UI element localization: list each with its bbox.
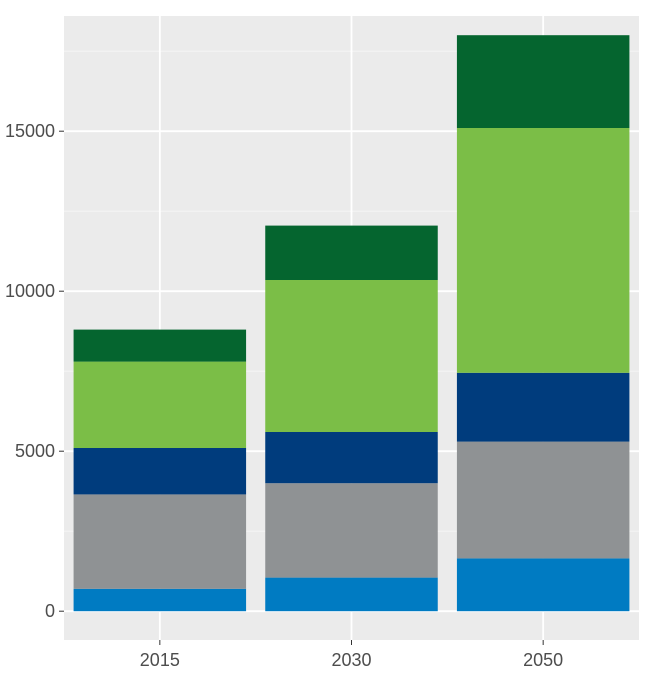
bar-segment-2-2015	[73, 494, 247, 589]
y-axis: 0 5000 10000 15000	[5, 121, 64, 621]
bar-segment-3-2015	[73, 448, 247, 495]
bar-segment-2-2030	[265, 483, 438, 578]
bar-segment-5-2015	[73, 329, 247, 362]
bars	[73, 35, 630, 612]
bar-segment-1-2050	[456, 558, 630, 612]
bar-segment-4-2015	[73, 361, 247, 448]
bar-segment-1-2030	[265, 577, 438, 612]
bar-segment-2-2050	[456, 441, 630, 559]
bar-segment-4-2050	[456, 128, 630, 373]
bar-segment-4-2030	[265, 280, 438, 432]
bar-segment-1-2015	[73, 588, 247, 612]
bar-segment-3-2050	[456, 372, 630, 442]
y-tick-label: 10000	[5, 281, 55, 301]
y-tick-label: 15000	[5, 121, 55, 141]
bar-segment-3-2030	[265, 432, 438, 484]
x-tick-label: 2050	[523, 650, 563, 670]
x-axis: 2015 2030 2050	[140, 640, 563, 670]
x-tick-label: 2030	[331, 650, 371, 670]
bar-segment-5-2030	[265, 225, 438, 280]
bar-segment-5-2050	[456, 35, 630, 129]
x-tick-label: 2015	[140, 650, 180, 670]
y-tick-label: 5000	[15, 441, 55, 461]
y-tick-label: 0	[45, 601, 55, 621]
